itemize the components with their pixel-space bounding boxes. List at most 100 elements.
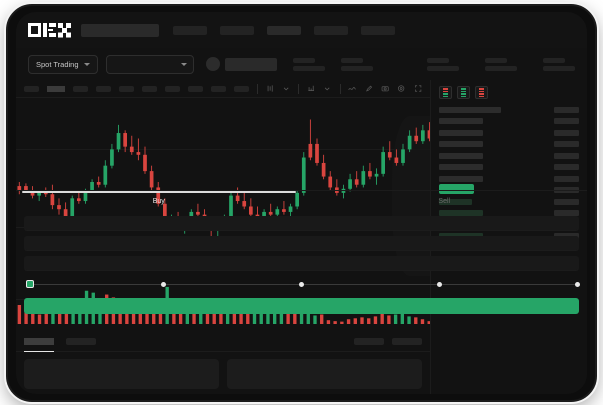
timeframe-6[interactable] bbox=[142, 85, 157, 92]
orderbook-size bbox=[554, 141, 579, 147]
slider-handle[interactable] bbox=[26, 280, 34, 288]
orderbook-row-bid[interactable] bbox=[439, 197, 579, 206]
nav-item-2[interactable] bbox=[220, 25, 254, 35]
timeframe-1[interactable] bbox=[24, 85, 39, 92]
orderbook-price bbox=[439, 118, 483, 124]
orderbook-row-ask[interactable] bbox=[439, 128, 579, 137]
orderbook-size bbox=[554, 118, 579, 124]
slider-stop-75[interactable] bbox=[436, 281, 442, 287]
timeframe-4[interactable] bbox=[96, 85, 111, 92]
device-frame: Spot Trading bbox=[6, 4, 597, 402]
search-input[interactable] bbox=[81, 23, 159, 37]
fullscreen-icon[interactable] bbox=[414, 83, 422, 94]
orderbook-mode-bids-icon[interactable] bbox=[457, 86, 470, 99]
pencil-icon[interactable] bbox=[365, 83, 373, 94]
orderbook-size bbox=[554, 175, 579, 182]
buy-submit-button[interactable] bbox=[24, 298, 579, 314]
line-tool-icon[interactable] bbox=[348, 83, 357, 94]
settings-icon[interactable] bbox=[397, 83, 405, 94]
price-field[interactable] bbox=[24, 236, 579, 251]
stat-value bbox=[427, 65, 459, 71]
header-stat-3 bbox=[543, 57, 575, 71]
timeframe-10[interactable] bbox=[234, 85, 249, 92]
stat-label bbox=[543, 57, 565, 63]
orderbook-row-ask[interactable] bbox=[439, 163, 579, 172]
slider-stop-50[interactable] bbox=[299, 281, 304, 287]
chevron-down-icon[interactable] bbox=[282, 83, 290, 94]
bottom-tab-1[interactable] bbox=[24, 338, 54, 352]
timeframe-9[interactable] bbox=[211, 85, 226, 92]
tab-sell[interactable]: Sell bbox=[302, 191, 588, 211]
chevron-down-icon[interactable] bbox=[323, 83, 331, 94]
toolbar-divider bbox=[298, 83, 300, 94]
bottom-tabs bbox=[16, 332, 430, 352]
orderbook-mode-asks-icon[interactable] bbox=[475, 86, 488, 99]
bottom-section bbox=[16, 332, 430, 394]
header-nav bbox=[173, 25, 395, 35]
bottom-action-1[interactable] bbox=[354, 338, 384, 345]
trade-form: Buy Sell bbox=[16, 190, 587, 394]
pair-name bbox=[224, 57, 277, 71]
bottom-tab-2[interactable] bbox=[66, 338, 96, 345]
tab-buy[interactable]: Buy bbox=[16, 191, 302, 211]
market-bar: Spot Trading bbox=[16, 48, 587, 80]
orderbook-price bbox=[439, 106, 501, 113]
timeframe-2[interactable] bbox=[47, 85, 65, 92]
orderbook-size bbox=[554, 198, 579, 205]
orderbook-row-ask[interactable] bbox=[439, 105, 579, 114]
bottom-cards bbox=[16, 352, 430, 389]
amount-slider[interactable] bbox=[26, 280, 580, 290]
orderbook-row-bid[interactable] bbox=[439, 209, 579, 218]
bottom-card-2[interactable] bbox=[227, 359, 422, 389]
stat-label bbox=[485, 57, 507, 63]
orderbook-price bbox=[439, 175, 483, 182]
candles-icon[interactable] bbox=[266, 83, 274, 94]
orderbook-row-ask[interactable] bbox=[439, 117, 579, 126]
amount-field[interactable] bbox=[24, 256, 579, 271]
gridline bbox=[16, 149, 430, 151]
orderbook-display-modes bbox=[431, 80, 587, 105]
timeframe-3[interactable] bbox=[73, 85, 88, 92]
nav-item-3[interactable] bbox=[267, 25, 301, 35]
nav-item-1[interactable] bbox=[173, 25, 207, 35]
buy-sell-tabs: Buy Sell bbox=[16, 191, 587, 211]
chart-toolbar bbox=[16, 80, 430, 98]
orderbook-price bbox=[439, 129, 483, 136]
nav-item-5[interactable] bbox=[361, 25, 395, 35]
orderbook-last-price bbox=[439, 184, 474, 194]
header-stats bbox=[401, 57, 575, 71]
slider-stop-25[interactable] bbox=[161, 281, 167, 287]
orderbook-size bbox=[554, 152, 579, 159]
orderbook-price bbox=[439, 164, 483, 170]
okx-logo-icon[interactable] bbox=[28, 23, 71, 37]
header-stat-2 bbox=[485, 57, 517, 71]
indicator-icon[interactable] bbox=[307, 83, 315, 94]
toolbar-divider bbox=[339, 83, 341, 94]
trading-mode-dropdown[interactable]: Spot Trading bbox=[28, 54, 98, 74]
app-screen: Spot Trading bbox=[16, 12, 587, 394]
orderbook-row-ask[interactable] bbox=[439, 140, 579, 149]
orderbook-size bbox=[554, 129, 579, 136]
slider-stop-100[interactable] bbox=[574, 281, 580, 287]
orderbook-row-ask[interactable] bbox=[439, 151, 579, 160]
timeframe-7[interactable] bbox=[165, 85, 180, 92]
pair-select-dropdown[interactable] bbox=[105, 54, 194, 74]
tab-buy-label: Buy bbox=[152, 197, 165, 205]
trading-mode-label: Spot Trading bbox=[36, 59, 79, 69]
market-stat-2 bbox=[340, 57, 373, 71]
camera-icon[interactable] bbox=[381, 83, 389, 94]
tab-sell-label: Sell bbox=[438, 197, 451, 205]
orderbook-size bbox=[554, 164, 579, 170]
stat-label bbox=[340, 57, 363, 63]
chevron-down-icon bbox=[180, 62, 187, 66]
bottom-card-1[interactable] bbox=[24, 359, 219, 389]
timeframe-5[interactable] bbox=[119, 85, 134, 92]
timeframe-8[interactable] bbox=[188, 85, 203, 92]
bottom-tabs-actions bbox=[354, 338, 422, 345]
stat-value bbox=[292, 65, 325, 71]
orderbook-mode-both-icon[interactable] bbox=[439, 86, 452, 99]
bottom-action-2[interactable] bbox=[392, 338, 422, 345]
nav-item-4[interactable] bbox=[314, 25, 348, 35]
order-type-field[interactable] bbox=[24, 216, 579, 231]
orderbook-row-ask[interactable] bbox=[439, 174, 579, 183]
